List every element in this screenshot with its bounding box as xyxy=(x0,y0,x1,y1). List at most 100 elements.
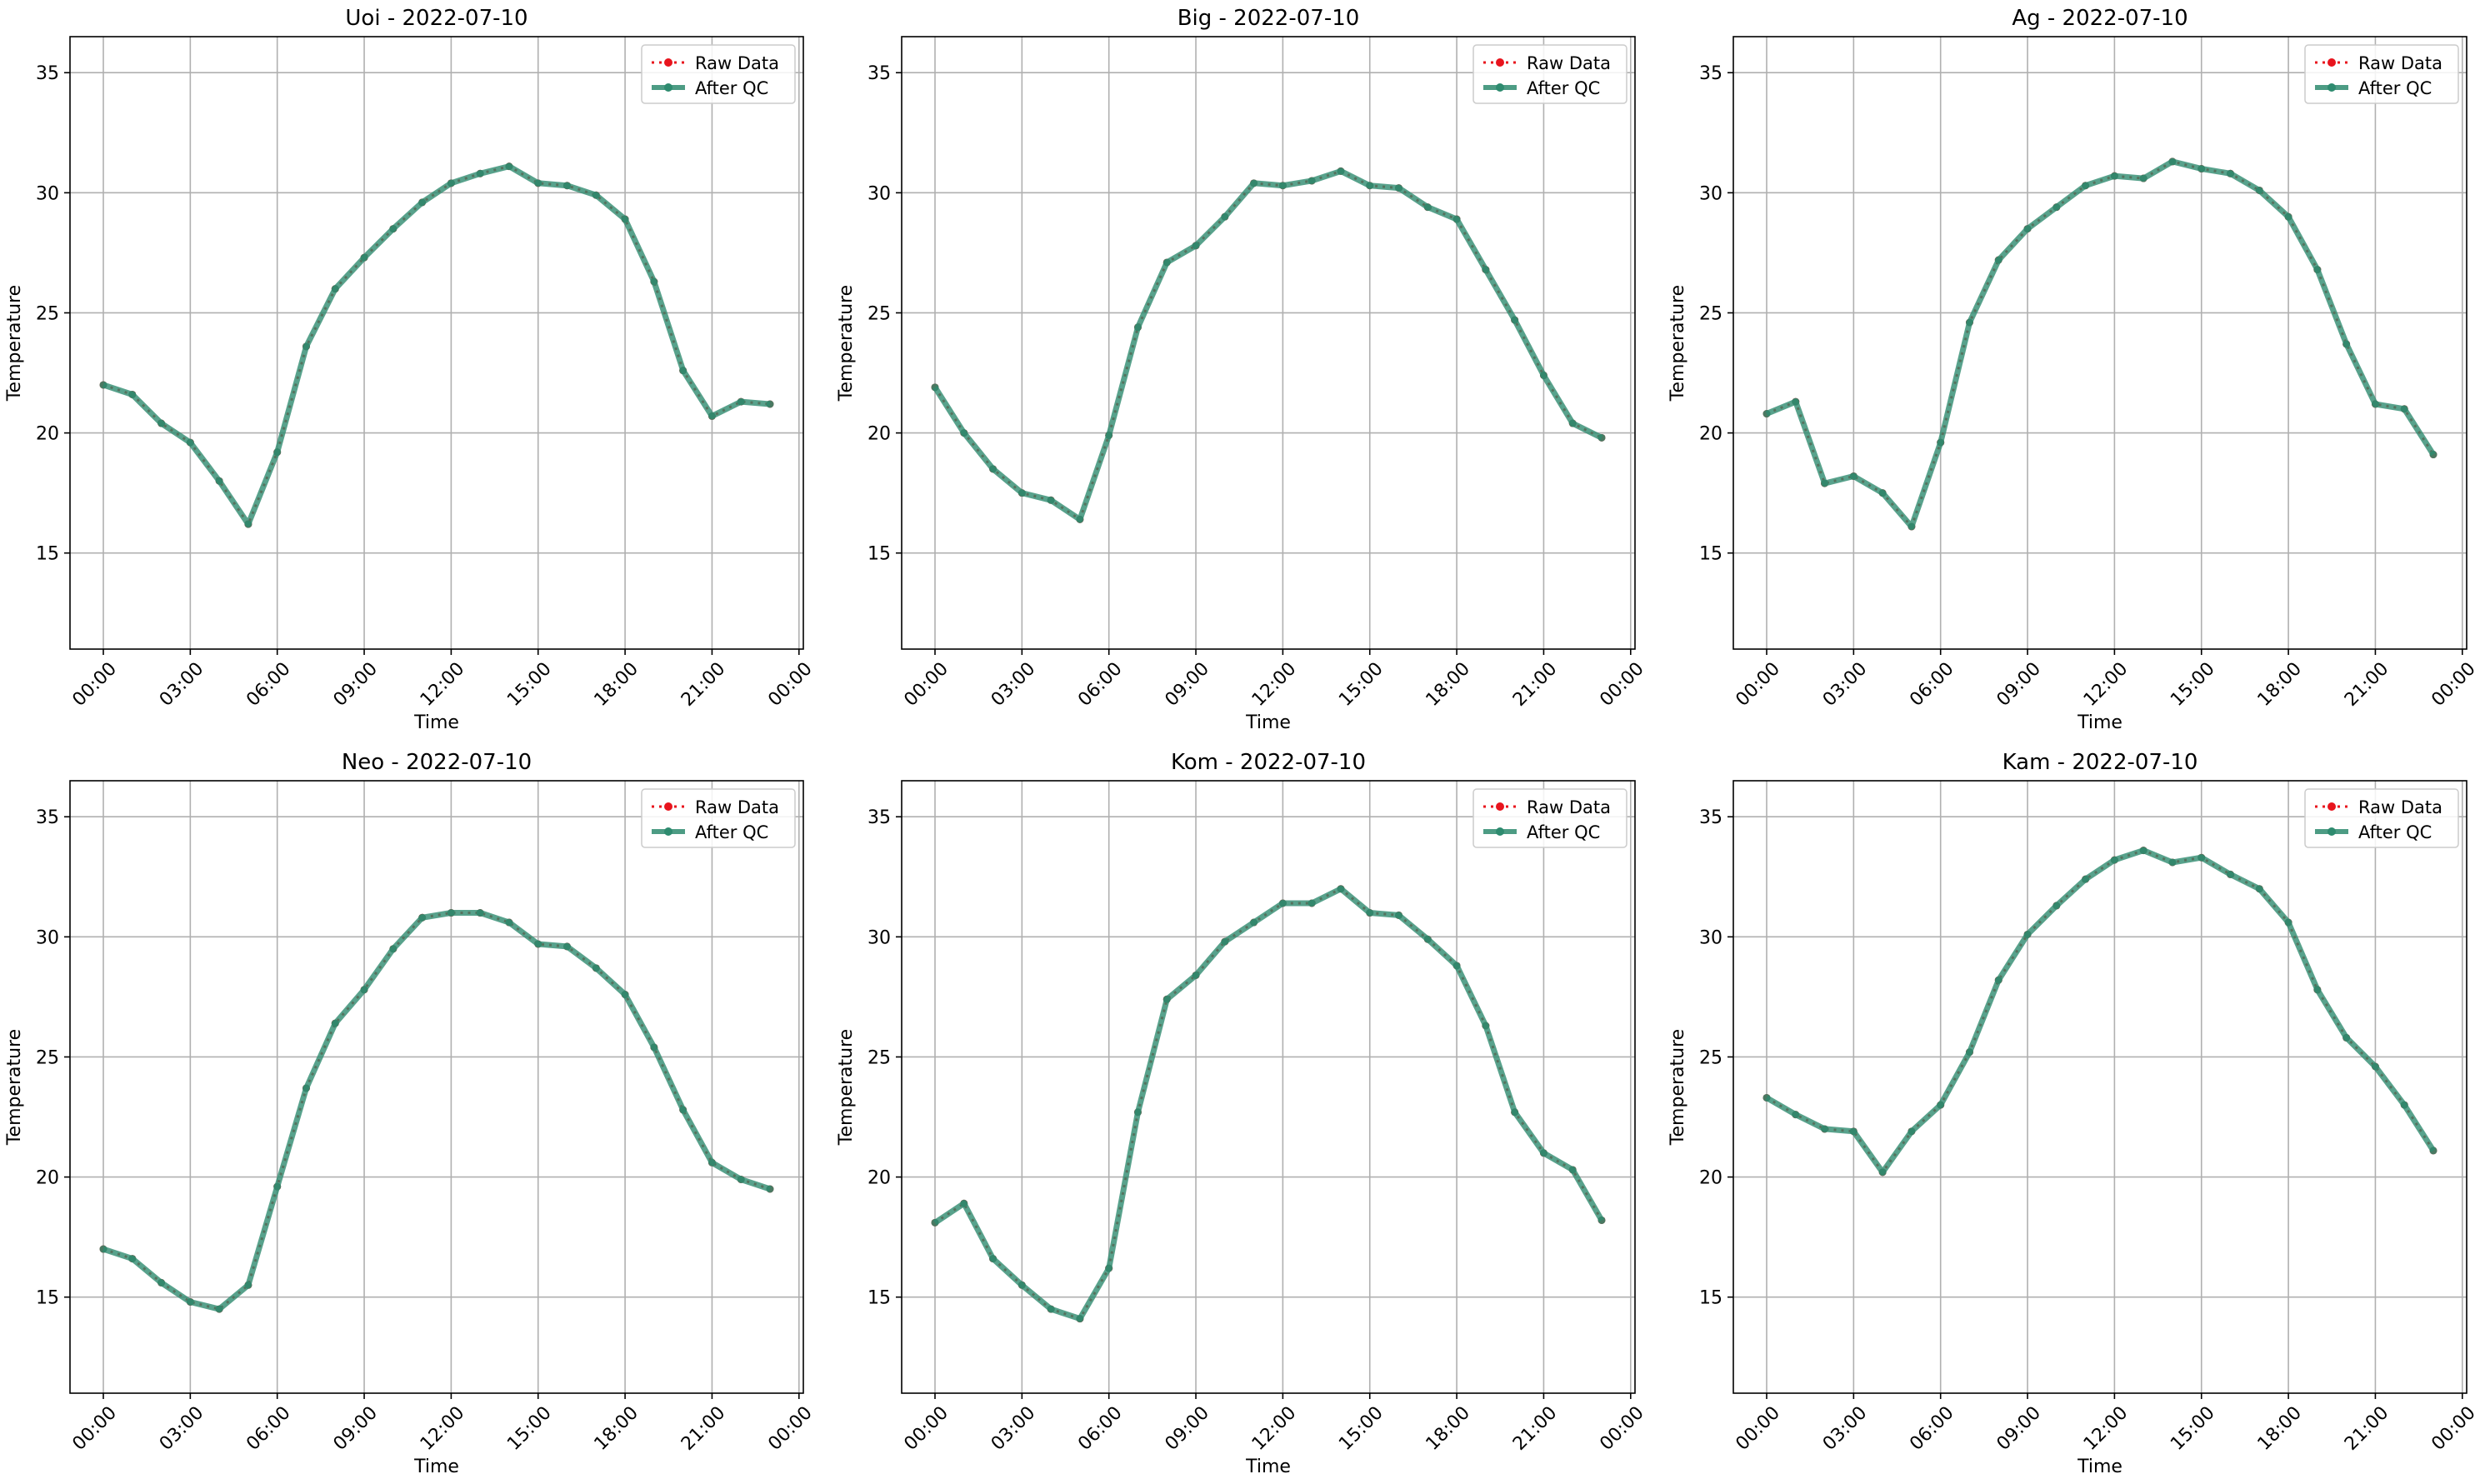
qc-point xyxy=(244,1281,252,1289)
qc-point xyxy=(1221,212,1229,221)
series-line-raw xyxy=(933,169,1602,522)
qc-point xyxy=(1994,256,2002,264)
y-tick-label: 20 xyxy=(868,1168,891,1189)
x-tick-label: 06:00 xyxy=(242,658,295,711)
legend: Raw Data After QC xyxy=(641,788,796,848)
qc-point xyxy=(737,397,745,406)
x-tick-label: 18:00 xyxy=(1422,1402,1475,1455)
qc-point xyxy=(2313,986,2322,994)
qc-point xyxy=(563,182,572,190)
x-tick-label: 21:00 xyxy=(2341,658,2393,711)
qc-point xyxy=(1482,266,1490,274)
qc-point xyxy=(1878,1168,1887,1177)
grid xyxy=(70,37,803,649)
y-tick-label: 35 xyxy=(868,807,891,828)
y-tick-label: 15 xyxy=(1699,1288,1722,1309)
y-tick-label: 20 xyxy=(36,1168,59,1189)
legend-marker-qc xyxy=(1496,827,1504,836)
qc-point xyxy=(447,909,455,917)
legend-label-raw: Raw Data xyxy=(2358,53,2442,73)
qc-point xyxy=(1250,918,1258,927)
qc-point xyxy=(1076,515,1084,523)
qc-point xyxy=(1308,899,1316,907)
x-axis-label: Time xyxy=(2077,712,2122,733)
qc-point xyxy=(1423,935,1432,943)
y-axis-label: Temperature xyxy=(4,1029,25,1146)
qc-point xyxy=(1878,489,1887,497)
grid xyxy=(902,781,1635,1393)
x-tick-label: 03:00 xyxy=(1819,1402,1872,1455)
legend: Raw Data After QC xyxy=(1472,788,1628,848)
axes-frame xyxy=(901,780,1636,1394)
axes-frame xyxy=(69,780,804,1394)
qc-point xyxy=(1568,419,1577,427)
qc-point xyxy=(1018,489,1026,497)
series-line-qc xyxy=(932,167,1603,522)
qc-point xyxy=(1133,323,1142,332)
qc-point xyxy=(960,429,968,437)
x-tick-label: 06:00 xyxy=(1074,658,1127,711)
qc-point xyxy=(1762,1093,1771,1102)
legend-marker-raw xyxy=(1496,58,1504,67)
chart-panel-5: 15 20 25 30 35 00:00 03:00 06:00 09:00 12:00 15:00… xyxy=(1668,750,2480,1477)
x-tick-label: 09:00 xyxy=(1162,658,1214,711)
qc-point xyxy=(273,448,282,457)
x-tick-label: 00:00 xyxy=(1732,658,1784,711)
qc-point xyxy=(1849,1127,1858,1136)
qc-point xyxy=(2110,856,2118,864)
x-tick-label: 12:00 xyxy=(417,658,469,711)
qc-point xyxy=(99,381,108,389)
qc-point xyxy=(1568,1166,1577,1174)
legend: Raw Data After QC xyxy=(2304,788,2459,848)
chart-title: Kom - 2022-07-10 xyxy=(1171,750,1366,775)
x-tick-label: 15:00 xyxy=(503,1402,556,1455)
qc-point xyxy=(1162,258,1171,267)
qc-point xyxy=(1018,1281,1026,1289)
qc-point xyxy=(302,1084,310,1092)
qc-point xyxy=(737,1175,745,1183)
qc-point xyxy=(2313,266,2322,274)
qc-point xyxy=(2139,847,2148,855)
qc-point xyxy=(1511,316,1519,324)
qc-point xyxy=(1192,971,1200,979)
legend-label-qc: After QC xyxy=(1527,822,1600,842)
x-tick-label: 00:00 xyxy=(1596,1402,1648,1455)
qc-point xyxy=(1482,1022,1490,1030)
qc-point xyxy=(1308,177,1316,185)
qc-point xyxy=(1076,1315,1084,1323)
qc-point xyxy=(331,285,339,293)
qc-point xyxy=(2198,165,2206,173)
x-tick-label: 21:00 xyxy=(678,1402,730,1455)
series-line-qc xyxy=(933,886,1605,1322)
legend-marker-raw xyxy=(2328,802,2336,811)
qc-point xyxy=(1192,242,1200,250)
y-tick-label: 20 xyxy=(1699,424,1722,445)
qc-point xyxy=(1539,1149,1548,1157)
qc-point xyxy=(360,986,368,994)
x-tick-label: 18:00 xyxy=(591,658,643,711)
y-tick-label: 25 xyxy=(1699,303,1722,324)
y-axis-label: Temperature xyxy=(4,285,25,402)
y-tick-label: 25 xyxy=(36,303,59,324)
legend-marker-raw xyxy=(664,58,672,67)
x-tick-label: 15:00 xyxy=(2167,1402,2219,1455)
axes-frame xyxy=(901,36,1636,650)
qc-point xyxy=(1366,182,1374,190)
y-tick-label: 30 xyxy=(1699,183,1722,204)
qc-point xyxy=(960,1199,968,1207)
qc-point xyxy=(1511,1108,1519,1117)
qc-point xyxy=(1965,1048,1973,1057)
y-tick-label: 25 xyxy=(36,1047,59,1068)
x-tick-label: 06:00 xyxy=(1906,1402,1958,1455)
x-tick-label: 12:00 xyxy=(1248,1402,1301,1455)
qc-point xyxy=(1162,995,1171,1003)
chart-panel-0: 15 20 25 30 35 00:00 03:00 06:00 09:00 12:00 15:00… xyxy=(4,6,817,733)
y-axis-label: Temperature xyxy=(1668,285,1688,402)
qc-point xyxy=(128,390,137,398)
x-tick-label: 03:00 xyxy=(156,658,208,711)
qc-point xyxy=(2371,1062,2379,1071)
y-tick-label: 15 xyxy=(868,544,891,565)
qc-point xyxy=(534,179,542,187)
legend-label-raw: Raw Data xyxy=(695,53,779,73)
